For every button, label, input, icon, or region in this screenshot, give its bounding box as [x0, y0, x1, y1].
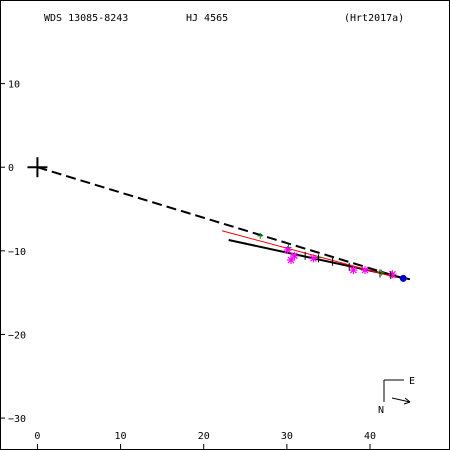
x-tick-label: 10 — [115, 431, 127, 442]
dashed-line-orbit — [37, 166, 404, 280]
primary-star-cross-icon — [27, 157, 48, 178]
header-left: WDS 13085-8243 — [44, 13, 128, 24]
magenta-star-point — [287, 256, 296, 265]
x-tick-label: 0 — [34, 431, 40, 442]
magenta-star-point — [388, 270, 397, 279]
y-tick-label: −20 — [8, 330, 26, 341]
magenta-star-point — [361, 266, 370, 275]
magenta-star-point — [349, 266, 358, 275]
y-tick-label: 10 — [8, 80, 20, 91]
y-tick-label: −10 — [8, 247, 26, 258]
axis-ticks: 0 10 20 30 40 10 0 −10 −20 −30 — [0, 80, 376, 449]
green-plus-point — [257, 232, 264, 239]
x-tick-label: 20 — [198, 431, 210, 442]
y-tick-label: −30 — [8, 414, 26, 425]
compass-north-label: N — [378, 405, 384, 416]
x-tick-label: 40 — [364, 431, 376, 442]
magenta-star-point — [283, 246, 292, 255]
header-right: (Hrt2017a) — [344, 13, 404, 24]
series-layer — [27, 157, 411, 282]
magenta-star-point — [290, 251, 299, 260]
latest-position-dot — [399, 274, 407, 282]
compass: E N — [378, 376, 415, 416]
compass-east-label: E — [409, 376, 415, 387]
compass-motion-arrow-icon — [391, 397, 411, 405]
header-middle: HJ 4565 — [186, 13, 228, 24]
y-tick-label: 0 — [8, 163, 14, 174]
magenta-star-point — [309, 254, 318, 263]
x-tick-label: 30 — [281, 431, 293, 442]
thin-line-orbit — [221, 230, 397, 279]
